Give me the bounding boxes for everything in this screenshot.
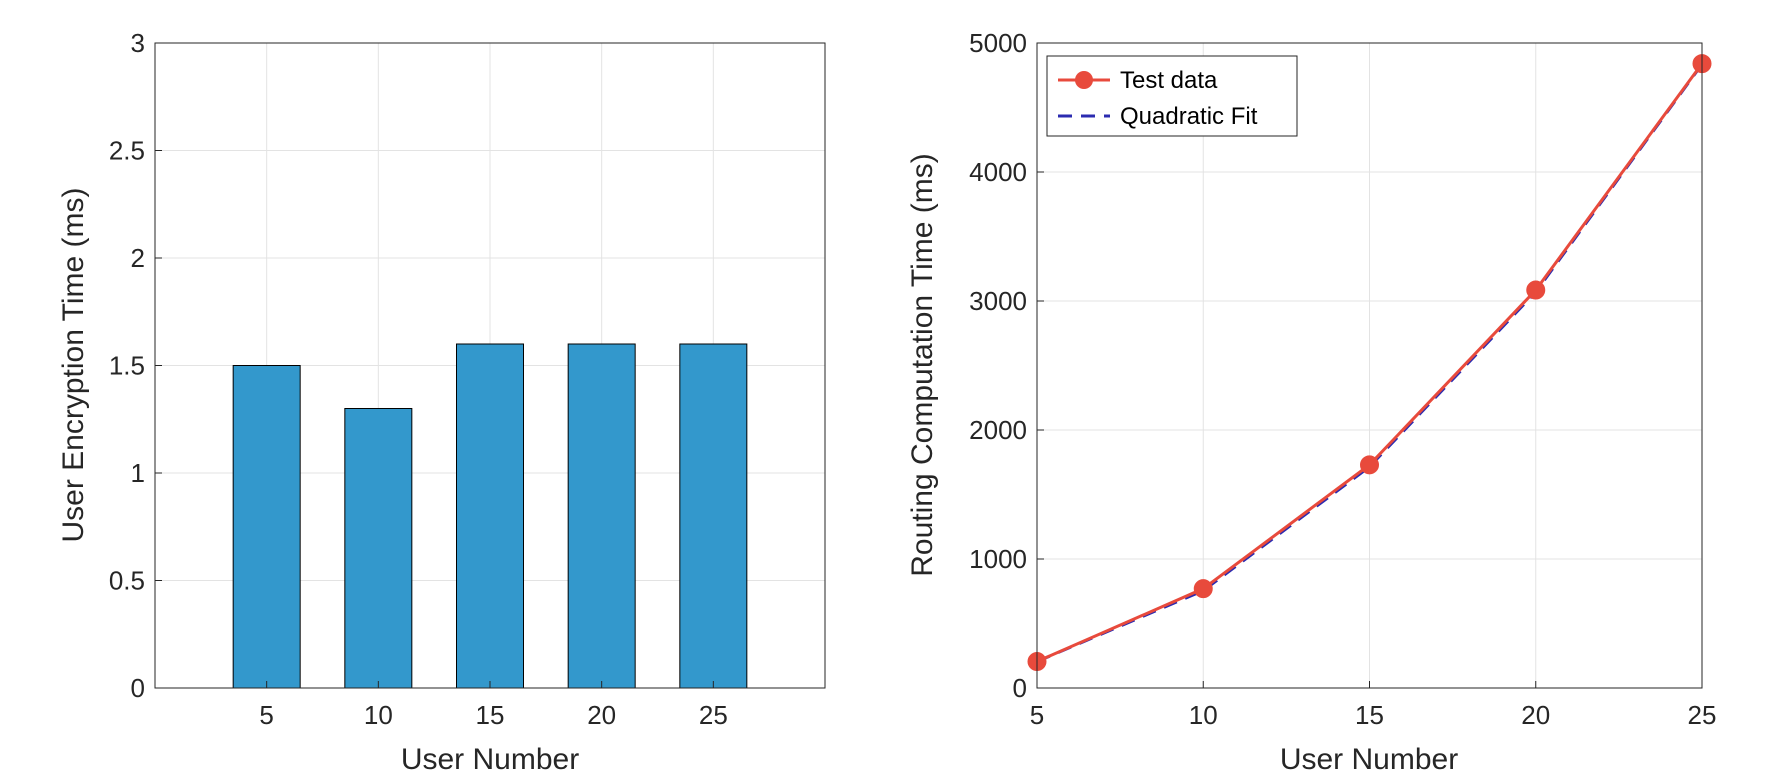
bar-x-tick-label: 10 [364,700,393,730]
test-data-point [1526,280,1546,300]
line-chart-legend: Test data Quadratic Fit [1046,55,1298,137]
bar-10 [344,408,413,689]
legend-box [1046,55,1298,137]
line-y-tick-label: 1000 [969,544,1027,574]
line-chart-y-axis-label: Routing Computation Time (ms) [906,153,939,577]
bar-y-tick-label: 1.5 [109,351,145,381]
bar-y-tick-label: 0.5 [109,566,145,596]
line-y-tick-label: 3000 [969,286,1027,316]
legend-label-quadratic-fit: Quadratic Fit [1120,103,1258,130]
line-y-tick-label: 2000 [969,415,1027,445]
bar-25 [679,343,748,689]
line-y-tick-label: 0 [1013,673,1027,703]
legend-label-test-data: Test data [1120,67,1218,94]
line-chart-panel: 5 10 15 20 25 0 1000 2000 3000 4000 5000 User Num… [906,28,1716,776]
line-chart-x-ticks: 5 10 15 20 25 [1030,681,1717,730]
bar-5 [232,365,301,689]
bar-15 [456,343,524,689]
bar-x-tick-label: 25 [699,700,728,730]
line-x-tick-label: 20 [1521,700,1550,730]
bar-chart-panel: 5 10 15 20 25 0 0.5 1 1.5 2 2.5 3 User Number User… [57,28,826,776]
bar-x-tick-label: 15 [476,700,505,730]
line-chart-x-axis-label: User Number [1280,743,1458,776]
bar-chart-y-ticks: 0 0.5 1 1.5 2 2.5 3 [109,28,162,703]
bar-chart-y-axis-label: User Encryption Time (ms) [57,187,90,542]
bar-chart-x-ticks: 5 10 15 20 25 [259,681,728,730]
bar-y-tick-label: 2.5 [109,136,145,166]
line-x-tick-label: 25 [1688,700,1717,730]
bar-x-tick-label: 20 [587,700,616,730]
legend-marker-test-data [1075,71,1093,89]
bar-y-tick-label: 3 [131,28,145,58]
bar-y-tick-label: 1 [131,458,145,488]
bar-chart-bars [232,343,748,689]
bar-chart-x-axis-label: User Number [401,743,579,776]
bar-y-tick-label: 0 [131,673,145,703]
test-data-point [1193,579,1213,599]
line-x-tick-label: 10 [1189,700,1218,730]
line-chart-series [1027,54,1712,672]
bar-y-tick-label: 2 [131,243,145,273]
line-chart-y-ticks: 0 1000 2000 3000 4000 5000 [969,28,1044,703]
test-data-point [1360,455,1379,475]
line-x-tick-label: 15 [1355,700,1384,730]
bar-x-tick-label: 5 [259,700,273,730]
bar-20 [567,343,636,689]
line-y-tick-label: 5000 [969,28,1027,58]
line-x-tick-label: 5 [1030,700,1044,730]
line-y-tick-label: 4000 [969,157,1027,187]
